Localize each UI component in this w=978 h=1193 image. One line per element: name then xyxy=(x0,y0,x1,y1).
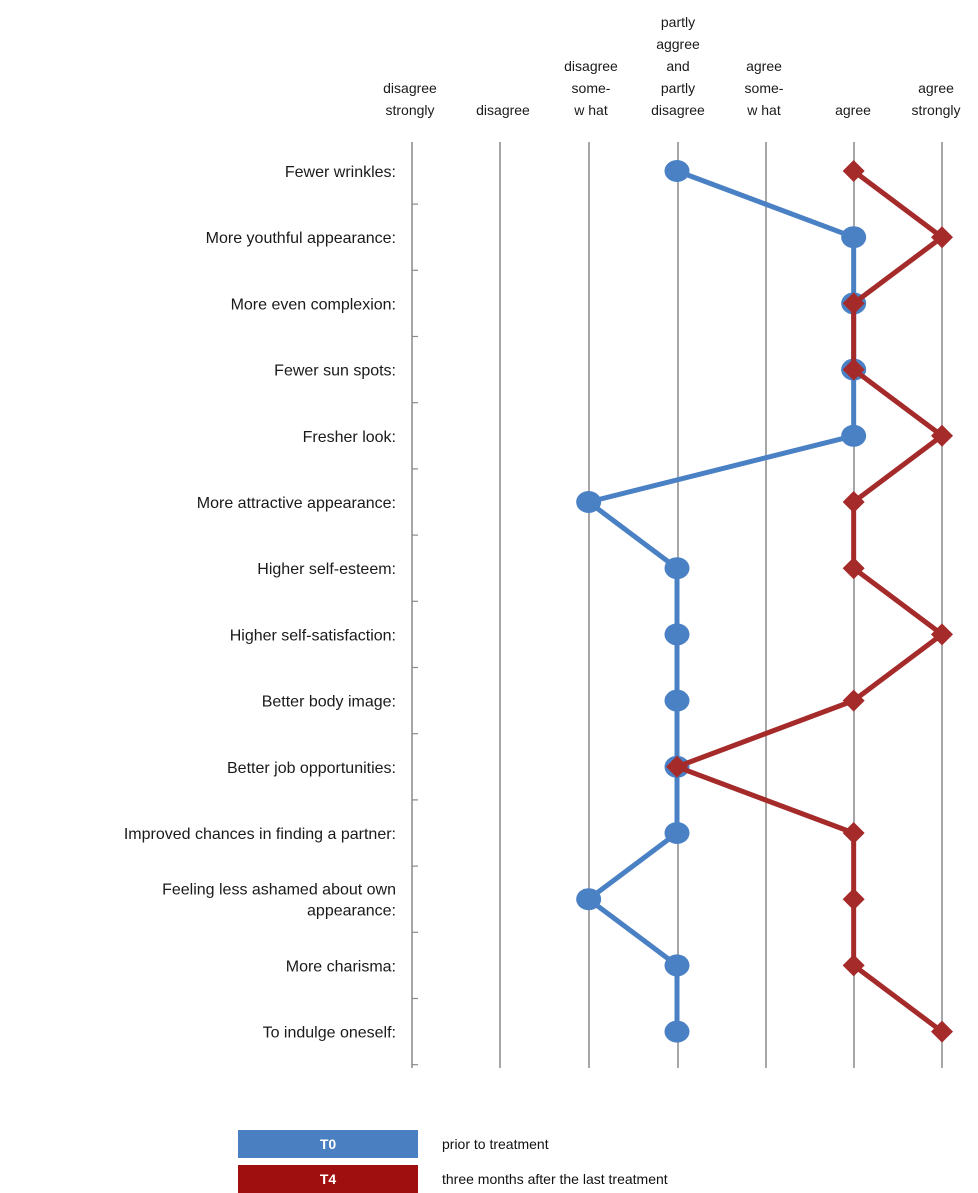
point-t4-13 xyxy=(842,954,865,977)
point-t0-8 xyxy=(664,623,690,646)
legend-text-t4: three months after the last treatment xyxy=(442,1171,668,1187)
point-t0-14 xyxy=(664,1020,690,1043)
point-t4-7 xyxy=(842,557,865,580)
row-label-9: Better body image: xyxy=(262,694,396,711)
legend-swatch-t4: T4 xyxy=(238,1165,418,1193)
point-t0-1 xyxy=(664,160,690,182)
series-line-t4 xyxy=(674,168,945,1034)
row-label-13: More charisma: xyxy=(286,958,396,975)
scale-label-line: partly xyxy=(661,14,695,30)
scale-label-6: agree xyxy=(835,102,871,118)
row-label-line: Higher self-esteem: xyxy=(257,561,396,578)
point-t4-10 xyxy=(666,755,688,778)
point-t4-1 xyxy=(842,160,865,182)
series-line-t0 xyxy=(586,168,857,1032)
row-label-4: Fewer sun spots: xyxy=(274,363,396,380)
row-label-line: Fewer sun spots: xyxy=(274,363,396,380)
scale-label-line: partly xyxy=(661,80,695,96)
point-t4-11 xyxy=(842,822,865,844)
scale-label-3: disagree some-w hat xyxy=(564,58,618,118)
scale-label-line: disagree xyxy=(651,102,705,118)
scale-label-7: agree strongly xyxy=(911,80,960,118)
row-label-11: Improved chances in finding a partner: xyxy=(124,826,396,843)
series-layer xyxy=(576,160,953,1043)
point-t4-9 xyxy=(842,689,865,712)
scale-label-line: some- xyxy=(745,80,784,96)
point-t0-9 xyxy=(664,689,690,712)
row-label-line: Higher self-satisfaction: xyxy=(230,627,396,644)
point-t0-6 xyxy=(576,491,602,513)
row-label-line: Better body image: xyxy=(262,694,396,711)
row-label-line: To indulge oneself: xyxy=(263,1025,396,1042)
scale-label-1: disagree strongly xyxy=(383,80,437,118)
legend-swatch-t0: T0 xyxy=(238,1130,418,1158)
row-label-line: Improved chances in finding a partner: xyxy=(124,826,396,843)
scale-label-line: strongly xyxy=(385,102,434,118)
point-t4-2 xyxy=(931,226,953,249)
row-label-line: Fewer wrinkles: xyxy=(285,164,396,181)
row-label-1: Fewer wrinkles: xyxy=(285,164,396,181)
scale-label-line: agree xyxy=(746,58,782,74)
scale-label-5: agree some-w hat xyxy=(745,58,784,118)
scale-label-line: agree xyxy=(835,102,871,118)
scale-label-line: and xyxy=(666,58,689,74)
point-t4-5 xyxy=(931,424,953,447)
point-t4-8 xyxy=(931,623,953,646)
scale-label-line: disagree xyxy=(383,80,437,96)
row-label-12: Feeling less ashamed about own appearance… xyxy=(162,882,396,920)
row-label-line: More attractive appearance: xyxy=(197,495,396,512)
point-t0-2 xyxy=(841,226,867,249)
point-t0-12 xyxy=(576,888,602,911)
row-label-line: More even complexion: xyxy=(231,296,396,313)
point-t0-11 xyxy=(664,822,690,844)
point-t4-14 xyxy=(931,1020,953,1043)
row-label-5: Fresher look: xyxy=(303,429,396,446)
point-t0-13 xyxy=(664,954,690,977)
row-label-line: appearance: xyxy=(307,903,396,920)
scale-label-line: agree xyxy=(918,80,954,96)
scale-label-line: disagree xyxy=(564,58,618,74)
row-label-line: Fresher look: xyxy=(303,429,396,446)
category-labels: Fewer wrinkles: More youthful appearance:… xyxy=(124,164,396,1042)
scale-label-line: aggree xyxy=(656,36,700,52)
row-label-line: More youthful appearance: xyxy=(206,230,396,247)
row-label-3: More even complexion: xyxy=(231,296,396,313)
point-t4-12 xyxy=(842,888,865,911)
row-label-line: More charisma: xyxy=(286,958,396,975)
point-t4-6 xyxy=(842,491,865,513)
row-label-8: Higher self-satisfaction: xyxy=(230,627,396,644)
scale-label-line: strongly xyxy=(911,102,960,118)
row-label-line: Better job opportunities: xyxy=(227,760,396,777)
legend-item-t0: T0 prior to treatment xyxy=(238,1130,549,1158)
point-t0-7 xyxy=(664,557,690,580)
row-label-10: Better job opportunities: xyxy=(227,760,396,777)
row-label-2: More youthful appearance: xyxy=(206,230,396,247)
scale-label-4: partly aggree and partly disagree xyxy=(651,14,705,118)
scale-labels: disagree strongly disagree disagree some-w h… xyxy=(383,14,960,118)
row-label-line: Feeling less ashamed about own xyxy=(162,882,396,899)
row-label-6: More attractive appearance: xyxy=(197,495,396,512)
scale-label-2: disagree xyxy=(476,102,530,118)
row-label-14: To indulge oneself: xyxy=(263,1025,396,1042)
point-t0-5 xyxy=(841,424,867,447)
scale-label-line: disagree xyxy=(476,102,530,118)
legend-text-t0: prior to treatment xyxy=(442,1136,549,1152)
scale-label-line: w hat xyxy=(573,102,608,118)
legend-item-t4: T4 three months after the last treatment xyxy=(238,1165,668,1193)
row-label-7: Higher self-esteem: xyxy=(257,561,396,578)
scale-label-line: w hat xyxy=(746,102,781,118)
likert-profile-chart: disagree strongly disagree disagree some-w h… xyxy=(124,14,961,1068)
point-t4-4 xyxy=(842,358,865,381)
scale-label-line: some- xyxy=(572,80,611,96)
point-t4-3 xyxy=(842,292,865,315)
